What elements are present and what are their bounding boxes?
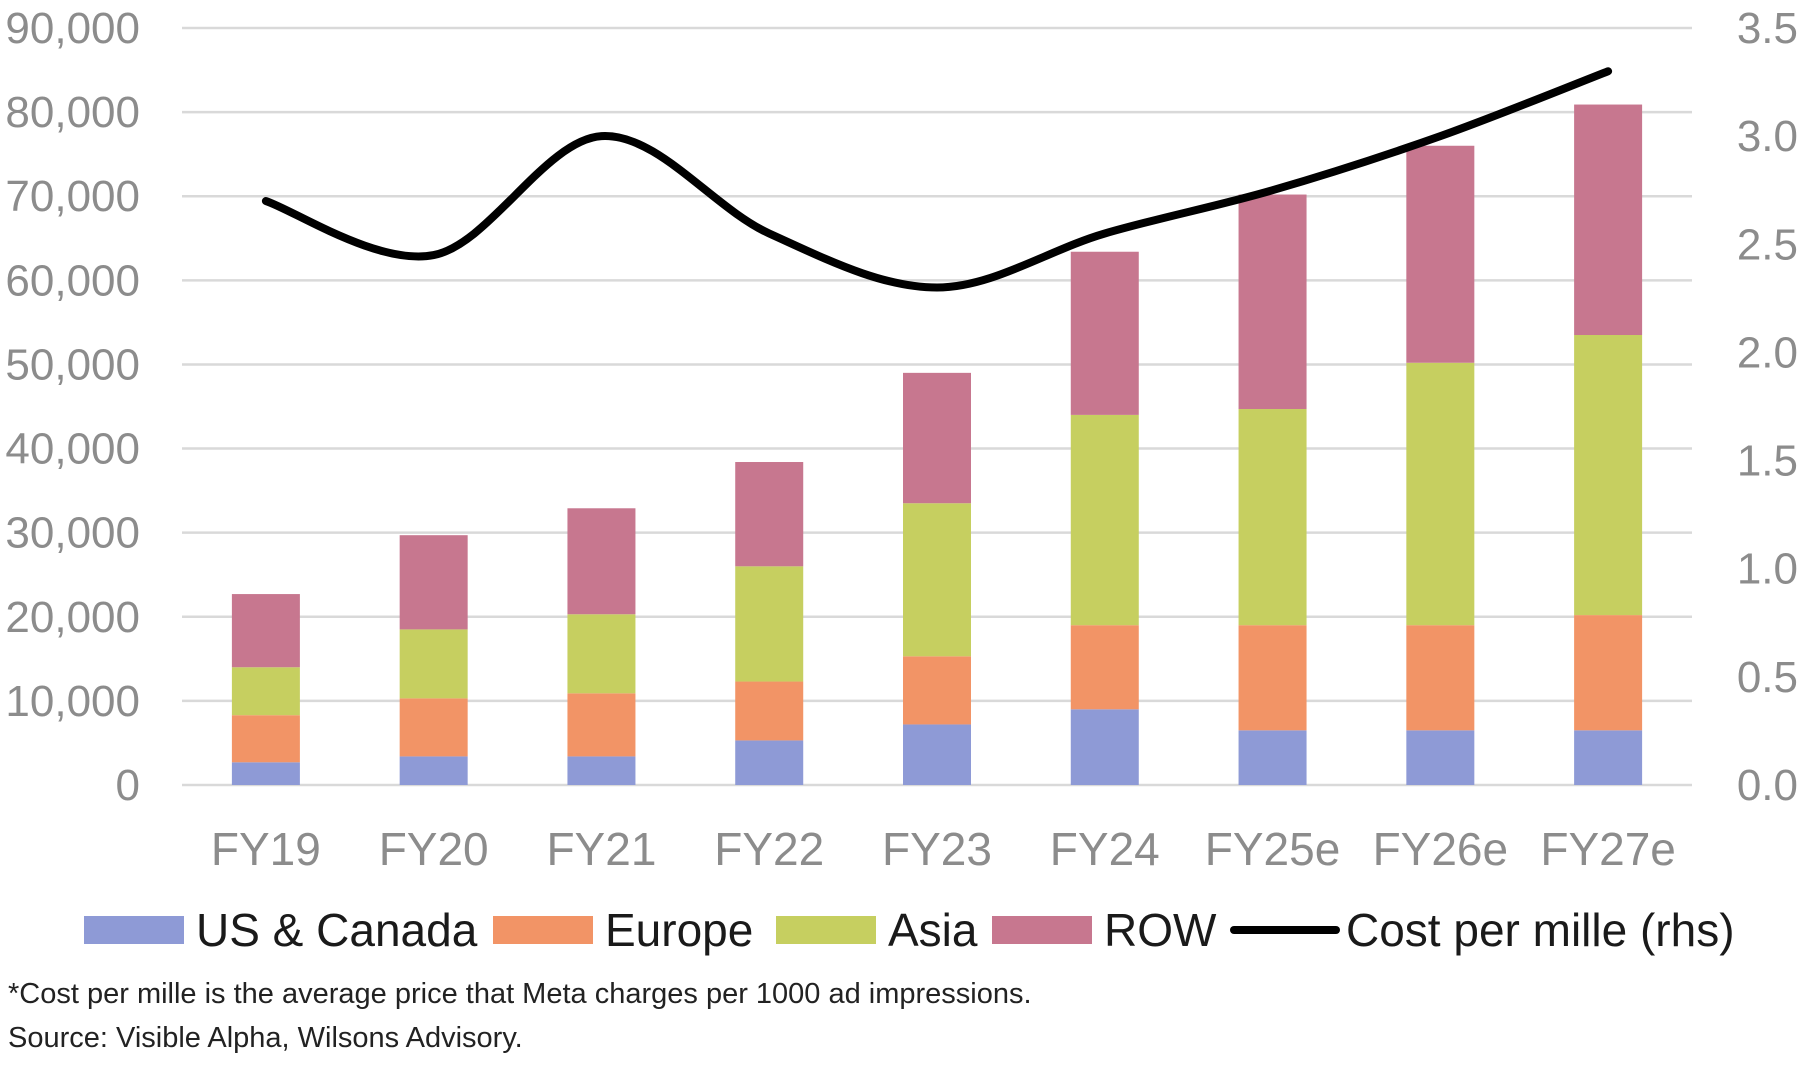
bar-segment <box>1238 625 1307 731</box>
cpm-line-layer <box>261 67 1613 292</box>
y2-tick-label: 0.0 <box>1737 761 1798 810</box>
bar-segment <box>567 693 636 757</box>
bar-segment <box>1070 414 1139 626</box>
bar-segment <box>903 656 971 725</box>
bar-segment <box>1574 335 1643 616</box>
legend-swatch <box>84 916 184 944</box>
bar-segment <box>1070 709 1139 785</box>
bar-segment <box>1406 730 1475 785</box>
bar-segment <box>399 698 468 757</box>
bar-segment <box>1238 409 1307 626</box>
footnote: *Cost per mille is the average price tha… <box>8 978 1032 1010</box>
y-tick-label: 10,000 <box>5 677 140 726</box>
legend-label: Cost per mille (rhs) <box>1346 904 1735 956</box>
right-axis-ticks: 0.0 0.5 1.0 1.5 2.0 2.5 3.0 3.5 <box>1737 4 1798 810</box>
x-tick-label: FY26e <box>1373 823 1509 875</box>
legend-label: ROW <box>1104 904 1217 956</box>
y2-tick-label: 3.5 <box>1737 4 1798 53</box>
x-tick-label: FY23 <box>882 823 992 875</box>
bar-segment <box>1406 625 1475 731</box>
source-note: Source: Visible Alpha, Wilsons Advisory. <box>8 1022 523 1054</box>
left-axis-ticks: 0 10,000 20,000 30,000 40,000 50,000 60,000 70,… <box>5 4 140 810</box>
legend-label: Europe <box>605 904 753 956</box>
bar-segment <box>735 740 804 785</box>
y-tick-label: 50,000 <box>5 340 140 389</box>
bar-segment <box>399 629 468 699</box>
stacked-bars <box>231 104 1643 785</box>
bar-segment <box>1070 625 1139 710</box>
bar-segment <box>231 715 300 763</box>
bar-segment <box>1070 251 1139 415</box>
x-tick-label: FY22 <box>714 823 824 875</box>
bar-segment <box>903 724 971 785</box>
x-axis-ticks: FY19 FY20 FY21 FY22 FY23 FY24 FY25e FY26e FY27e <box>211 823 1676 875</box>
legend-swatch <box>776 916 876 944</box>
x-tick-label: FY25e <box>1205 823 1341 875</box>
bar-segment <box>567 756 636 785</box>
bar-segment <box>231 762 300 785</box>
bar-segment <box>1574 104 1643 336</box>
x-tick-label: FY24 <box>1050 823 1160 875</box>
bar-segment <box>567 614 636 694</box>
y-tick-label: 90,000 <box>5 4 140 53</box>
bar-segment <box>1574 730 1643 785</box>
bar-segment <box>399 535 468 630</box>
y2-tick-label: 2.5 <box>1737 220 1798 269</box>
y2-tick-label: 0.5 <box>1737 653 1798 702</box>
bar-segment <box>1406 362 1475 626</box>
y-tick-label: 0 <box>116 761 140 810</box>
legend: US & Canada Europe Asia ROW Cost per mille (… <box>84 904 1735 956</box>
bar-segment <box>1406 145 1475 363</box>
y2-tick-label: 2.0 <box>1737 328 1798 377</box>
x-tick-label: FY27e <box>1540 823 1676 875</box>
y-tick-label: 30,000 <box>5 509 140 558</box>
y2-tick-label: 3.0 <box>1737 112 1798 161</box>
legend-label: US & Canada <box>196 904 478 956</box>
bar-segment <box>735 462 804 567</box>
y-tick-label: 60,000 <box>5 256 140 305</box>
bar-segment <box>567 508 636 615</box>
x-tick-label: FY20 <box>379 823 489 875</box>
bar-segment <box>1238 730 1307 785</box>
y-tick-label: 40,000 <box>5 425 140 474</box>
bar-segment <box>735 681 804 741</box>
x-tick-label: FY21 <box>546 823 656 875</box>
bar-segment <box>735 566 804 682</box>
bar-segment <box>1574 615 1643 731</box>
y-tick-label: 70,000 <box>5 172 140 221</box>
bar-segment <box>399 756 468 785</box>
y-tick-label: 20,000 <box>5 593 140 642</box>
bar-segment <box>903 372 971 504</box>
bar-segment <box>903 503 971 657</box>
cost-per-mille-line <box>261 67 1613 292</box>
bar-segment <box>231 667 300 716</box>
bar-segment <box>1238 194 1307 410</box>
stacked-bar-line-chart: 0 10,000 20,000 30,000 40,000 50,000 60,000 70,… <box>5 4 1798 956</box>
legend-swatch <box>493 916 593 944</box>
y-tick-label: 80,000 <box>5 88 140 137</box>
legend-label: Asia <box>888 904 978 956</box>
bar-segment <box>231 594 300 668</box>
legend-swatch <box>992 916 1092 944</box>
x-tick-label: FY19 <box>211 823 321 875</box>
y2-tick-label: 1.0 <box>1737 545 1798 594</box>
y2-tick-label: 1.5 <box>1737 437 1798 486</box>
